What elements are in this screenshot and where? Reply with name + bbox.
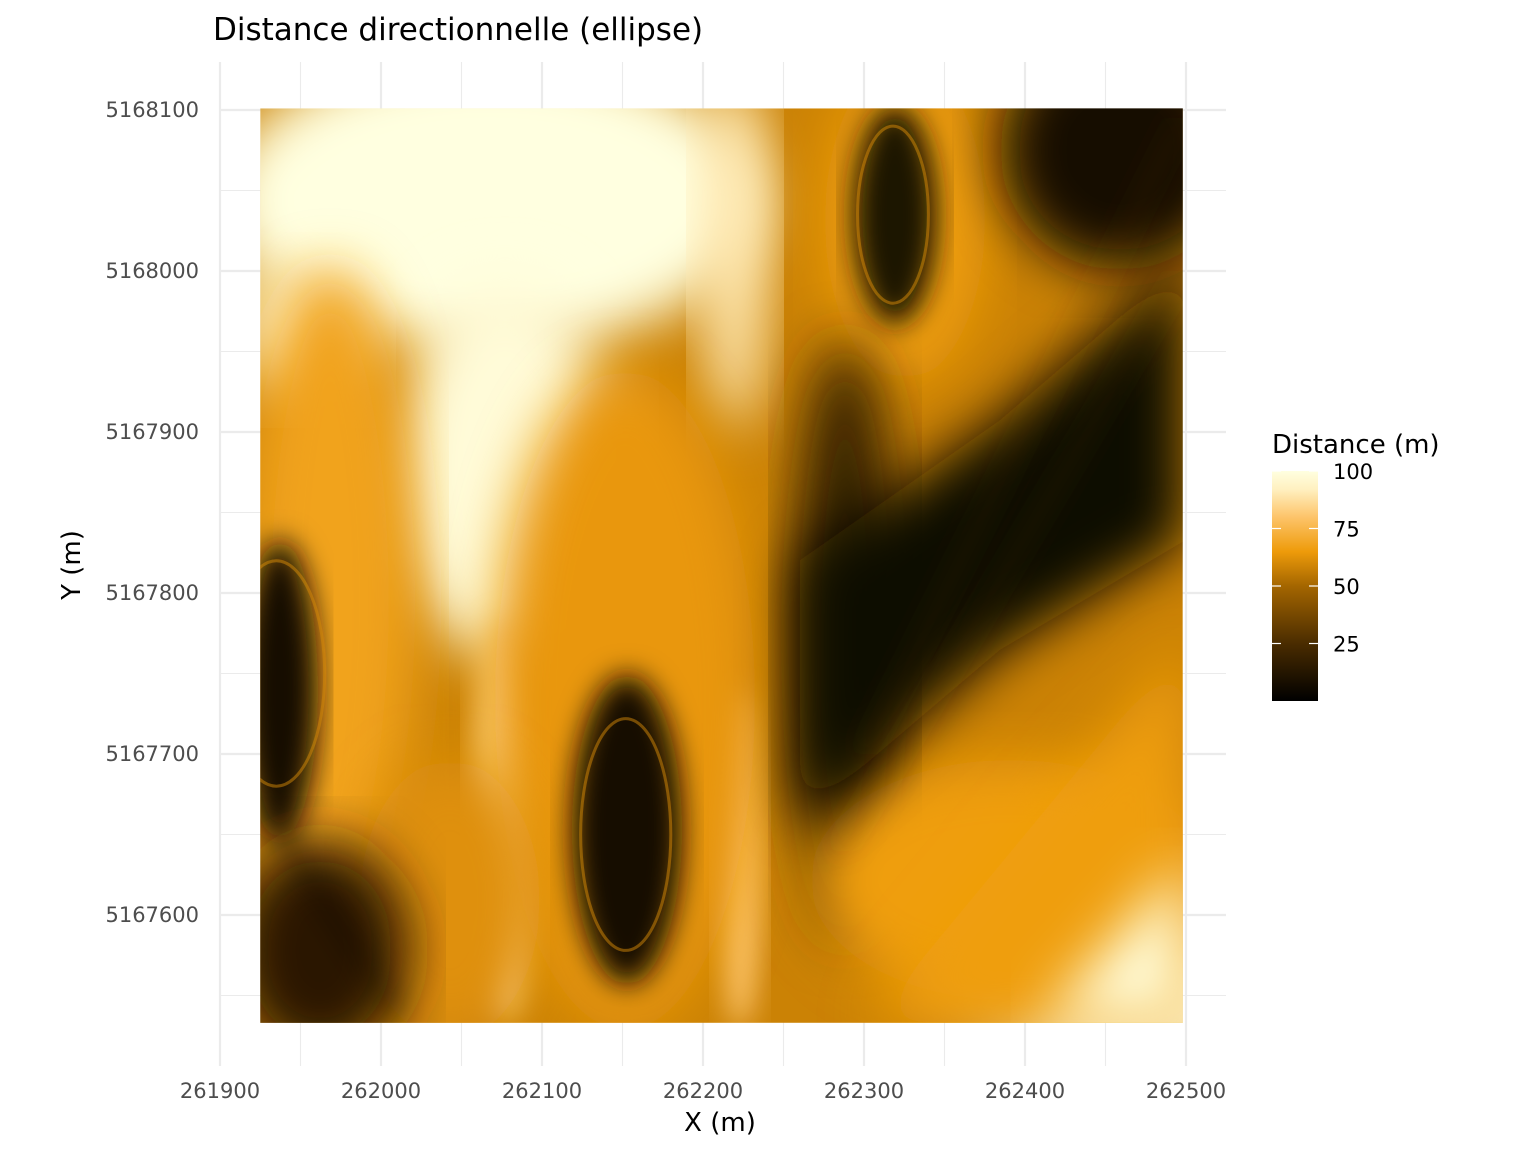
- y-tick-label: 5167900: [105, 420, 199, 444]
- y-tick-label: 5167700: [105, 742, 199, 766]
- raster-ellipse-outline: [856, 124, 930, 305]
- legend-tick-label: 100: [1333, 460, 1373, 484]
- x-tick-label: 262200: [663, 1079, 743, 1103]
- legend: Distance (m) 25 50 75 100: [1272, 430, 1440, 701]
- dark-left-bottom: [260, 840, 410, 1023]
- bright-top-plateau: [260, 108, 760, 350]
- x-tick-label: 262400: [985, 1079, 1065, 1103]
- chart-title: Distance directionnelle (ellipse): [213, 12, 703, 48]
- legend-tick-label: 25: [1333, 633, 1360, 657]
- y-tick-label: 5168100: [105, 98, 199, 122]
- x-tick-label: 261900: [180, 1079, 260, 1103]
- x-tick-label: 262100: [502, 1079, 582, 1103]
- dark-top-ellipse: [853, 108, 937, 325]
- x-axis-ticks: 261900 262000 262100 262200 262300 262400 2625…: [180, 1079, 1226, 1103]
- x-tick-label: 262000: [341, 1079, 421, 1103]
- y-tick-label: 5168000: [105, 259, 199, 283]
- bright-lower-right-corner: [1040, 863, 1183, 1022]
- raster-ridge-line: [260, 799, 402, 1015]
- dark-center-ellipse: [572, 675, 682, 985]
- x-axis-title: X (m): [684, 1108, 756, 1138]
- x-tick-label: 262500: [1146, 1079, 1226, 1103]
- raster-ellipse-outline: [579, 717, 673, 952]
- raster-ridge-line: [862, 117, 1183, 755]
- heatmap-raster: [260, 108, 1183, 1023]
- bright-upper-right-band: [700, 108, 770, 430]
- legend-ticks: 25 50 75 100: [1272, 460, 1373, 657]
- dark-right-top-corner: [1000, 108, 1183, 270]
- x-tick-label: 262300: [824, 1079, 904, 1103]
- legend-tick-label: 75: [1333, 518, 1360, 542]
- dark-diagonal-band: [800, 262, 1183, 820]
- legend-title: Distance (m): [1272, 430, 1440, 460]
- y-tick-label: 5167800: [105, 581, 199, 605]
- y-axis-ticks: 5167600 5167700 5167800 5167900 5168000 51681…: [105, 98, 199, 927]
- raster-ridge-line: [838, 269, 1183, 852]
- y-tick-label: 5167600: [105, 903, 199, 927]
- orange-lower-right-wedge: [870, 643, 1183, 1022]
- y-axis-title: Y (m): [57, 530, 87, 601]
- legend-tick-label: 50: [1333, 575, 1360, 599]
- raster-ellipse-outline: [260, 559, 327, 788]
